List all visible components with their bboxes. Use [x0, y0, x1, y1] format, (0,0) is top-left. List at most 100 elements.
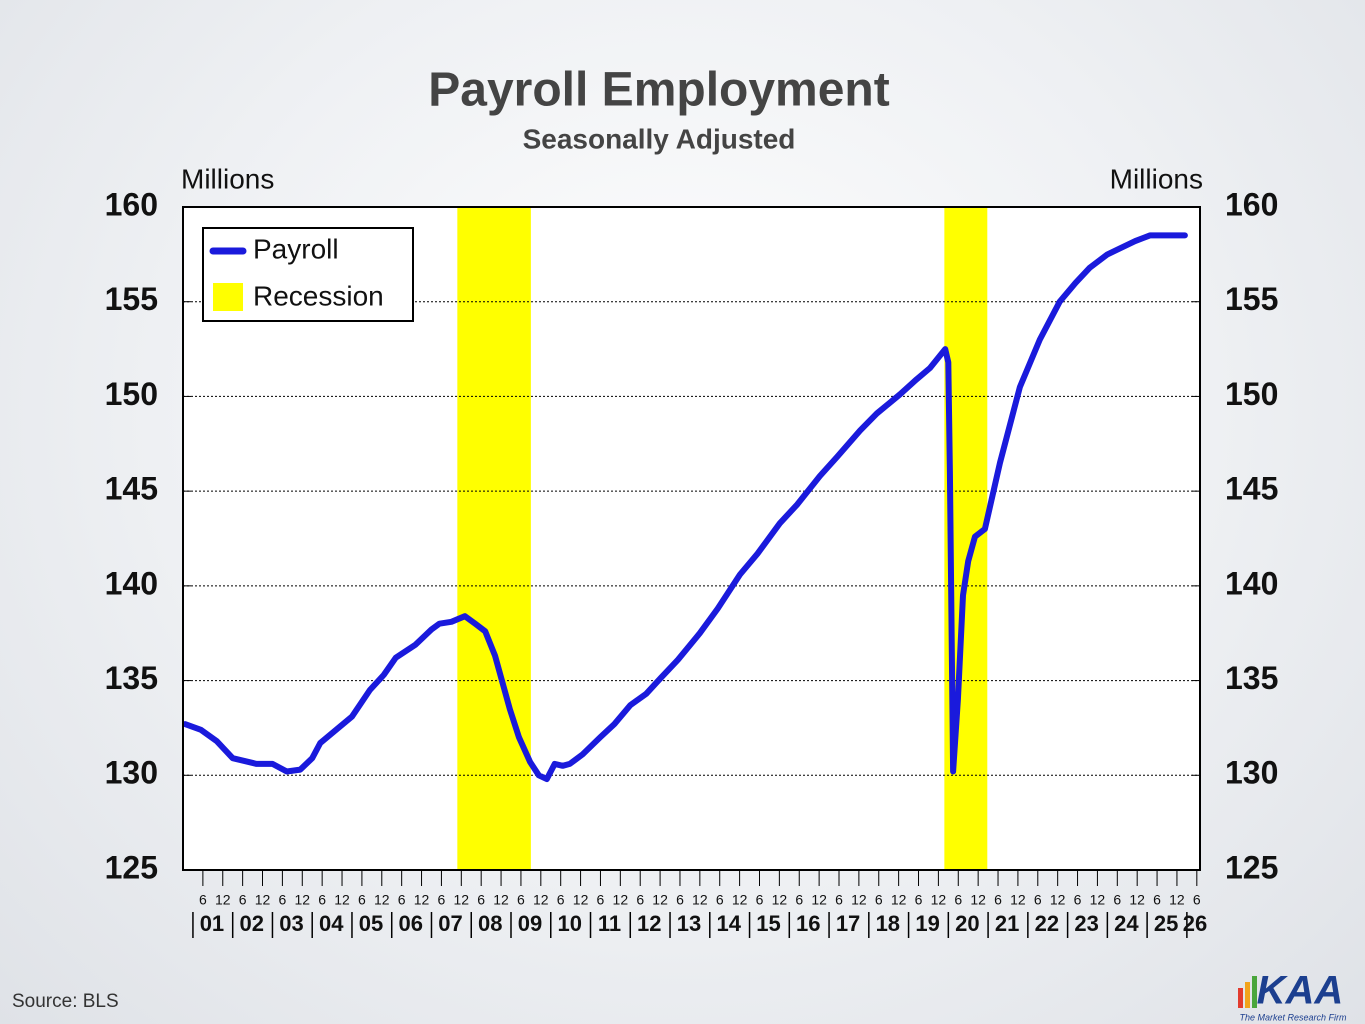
x-minor-tick-label: 12: [732, 892, 748, 908]
x-tick-label: 25: [1154, 911, 1178, 936]
x-minor-tick-label: 12: [851, 892, 867, 908]
x-tick-label: 20: [955, 911, 979, 936]
y2-tick-label: 135: [1225, 660, 1278, 696]
x-minor-tick-label: 6: [875, 892, 883, 908]
x-minor-tick-label: 12: [1010, 892, 1026, 908]
x-tick-label: 01: [200, 911, 224, 936]
x-minor-tick-label: 6: [1193, 892, 1201, 908]
y-tick-label: 135: [105, 660, 158, 696]
x-tick-label: 03: [279, 911, 303, 936]
chart-subtitle: Seasonally Adjusted: [523, 123, 796, 154]
x-minor-tick-label: 12: [374, 892, 390, 908]
x-tick-label: 11: [598, 911, 621, 936]
x-minor-tick-label: 12: [454, 892, 470, 908]
x-minor-tick-label: 12: [1050, 892, 1066, 908]
x-minor-tick-label: 6: [318, 892, 326, 908]
y-tick-label: 150: [105, 376, 158, 412]
x-minor-tick-label: 12: [334, 892, 350, 908]
logo-bar: [1252, 976, 1257, 1008]
x-minor-tick-label: 6: [1153, 892, 1161, 908]
x-tick-label: 07: [438, 911, 462, 936]
x-minor-tick-label: 12: [931, 892, 947, 908]
plot-frame: [182, 206, 1201, 871]
y2-tick-label: 130: [1225, 755, 1278, 791]
x-tick-label: 15: [756, 911, 780, 936]
y2-axis-label: Millions: [1110, 163, 1203, 194]
recession-band: [457, 207, 531, 870]
y-tick-label: 130: [105, 755, 158, 791]
line-series: [182, 232, 1188, 783]
logo-tagline: The Market Research Firm: [1239, 1012, 1347, 1022]
x-tick-label: 05: [359, 911, 383, 936]
x-tick-label: 18: [876, 911, 900, 936]
x-minor-tick-label: 6: [199, 892, 207, 908]
x-minor-tick-label: 6: [835, 892, 843, 908]
y-tick-label: 125: [105, 849, 158, 885]
x-minor-tick-label: 12: [573, 892, 589, 908]
chart-title: Payroll Employment: [428, 64, 889, 117]
x-minor-tick-label: 6: [398, 892, 406, 908]
x-minor-tick-label: 12: [255, 892, 271, 908]
legend-label: Payroll: [253, 233, 339, 264]
x-minor-tick-label: 6: [358, 892, 366, 908]
x-tick-label: 14: [717, 911, 742, 936]
x-minor-tick-label: 6: [278, 892, 286, 908]
logo: KAA The Market Research Firm: [1238, 969, 1347, 1022]
logo-bar: [1238, 988, 1243, 1008]
x-minor-tick-label: 12: [1090, 892, 1106, 908]
x-minor-tick-label: 6: [954, 892, 962, 908]
y-tick-label: 145: [105, 471, 158, 507]
y-axis-label: Millions: [181, 163, 274, 194]
x-minor-tick-label: 6: [239, 892, 247, 908]
x-tick-label: 08: [478, 911, 502, 936]
x-tick-label: 12: [637, 911, 661, 936]
x-tick-label: 16: [796, 911, 820, 936]
x-minor-tick-label: 12: [294, 892, 310, 908]
x-minor-tick-label: 12: [652, 892, 668, 908]
y2-tick-label: 160: [1225, 186, 1278, 222]
x-minor-tick-label: 6: [795, 892, 803, 908]
x-minor-tick-label: 12: [1129, 892, 1145, 908]
y2-tick-label: 140: [1225, 565, 1278, 601]
x-minor-tick-label: 6: [756, 892, 764, 908]
x-minor-tick-label: 12: [891, 892, 907, 908]
x-minor-tick-label: 6: [915, 892, 923, 908]
x-tick-label: 19: [915, 911, 939, 936]
y2-tick-label: 145: [1225, 471, 1278, 507]
x-tick-label: 13: [677, 911, 701, 936]
x-minor-tick-label: 12: [1169, 892, 1185, 908]
x-minor-tick-label: 6: [517, 892, 525, 908]
x-minor-tick-label: 6: [716, 892, 724, 908]
x-minor-tick-label: 12: [692, 892, 708, 908]
legend-label: Recession: [253, 280, 384, 311]
x-tick-label: 10: [558, 911, 582, 936]
x-minor-tick-label: 12: [772, 892, 788, 908]
x-minor-tick-label: 6: [994, 892, 1002, 908]
x-minor-tick-label: 6: [597, 892, 605, 908]
logo-bar: [1245, 982, 1250, 1008]
x-minor-tick-label: 6: [477, 892, 485, 908]
x-tick-label: 06: [398, 911, 422, 936]
x-tick-label: 23: [1074, 911, 1098, 936]
x-minor-tick-label: 6: [438, 892, 446, 908]
x-tick-label: 22: [1035, 911, 1059, 936]
legend-swatch: [213, 283, 243, 311]
x-minor-tick-label: 6: [636, 892, 644, 908]
y-tick-label: 140: [105, 565, 158, 601]
x-minor-tick-label: 6: [1074, 892, 1082, 908]
x-minor-tick-label: 6: [1113, 892, 1121, 908]
logo-text: KAA: [1257, 969, 1344, 1013]
x-minor-tick-label: 12: [215, 892, 231, 908]
x-minor-tick-label: 6: [1034, 892, 1042, 908]
x-minor-tick-label: 12: [414, 892, 430, 908]
x-tick-label: 17: [836, 911, 860, 936]
y2-tick-label: 155: [1225, 281, 1278, 317]
y2-tick-label: 125: [1225, 849, 1278, 885]
x-minor-tick-label: 12: [970, 892, 986, 908]
x-tick-label: 26: [1183, 911, 1207, 936]
x-minor-tick-label: 6: [557, 892, 565, 908]
x-tick-label: 04: [319, 911, 344, 936]
y-tick-label: 155: [105, 281, 158, 317]
x-tick-label: 24: [1114, 911, 1139, 936]
